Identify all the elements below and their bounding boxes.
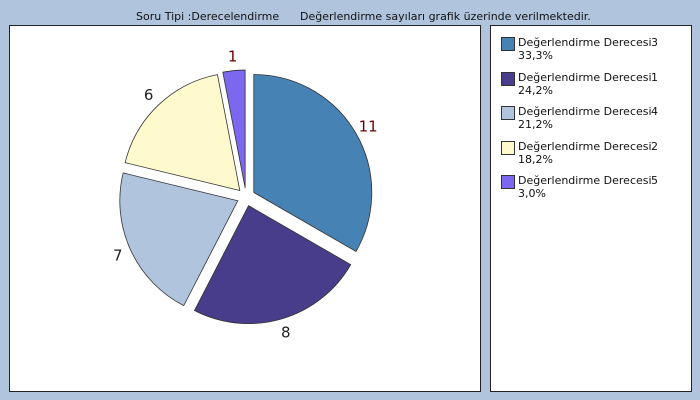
legend-degree: 5 [651,174,658,187]
pie-slice-degree-5 [222,69,246,189]
pie-slice-degree-3 [253,74,373,253]
legend-percent: 24,2% [518,83,553,97]
pie-slice-degree-2 [124,74,241,192]
slice-value-label: 6 [144,86,154,104]
chart-note: Değerlendirme sayıları grafik üzerinde v… [300,10,591,23]
question-type-label: Soru Tipi :Derecelendirme [136,10,280,23]
legend-label: Değerlendirme Derecesi [518,174,652,187]
legend-swatch [501,140,515,155]
legend-label: Değerlendirme Derecesi [518,139,652,153]
legend-percent: 33,3% [518,49,553,62]
legend-item: Değerlendirme Derecesi 1 24,2% [501,71,691,106]
slice-value-label: 1 [228,48,238,66]
legend-degree: 1 [651,70,658,84]
legend-item: Değerlendirme Derecesi 4 21,2% [501,105,691,140]
legend-degree: 3 [651,36,658,49]
legend-degree: 4 [651,105,658,118]
legend-percent: 3,0% [518,187,546,200]
chart-legend: Değerlendirme Derecesi 3 33,3% Değerlend… [490,25,692,392]
legend-percent: 18,2% [518,152,553,166]
legend-label: Değerlendirme Derecesi [518,70,652,84]
legend-swatch [501,106,515,120]
pie-chart: 11 8 7 6 1 [113,48,378,342]
slice-value-label: 7 [113,247,123,265]
legend-percent: 21,2% [518,118,553,131]
pie-slice-degree-4 [119,172,239,307]
legend-swatch [501,37,515,51]
legend-swatch [501,71,515,86]
pie-slice-degree-1 [193,205,352,325]
slice-value-label: 11 [359,118,378,136]
legend-label: Değerlendirme Derecesi [518,36,652,49]
legend-label: Değerlendirme Derecesi [518,105,652,118]
legend-item: Değerlendirme Derecesi 5 3,0% [501,174,691,209]
legend-swatch [501,175,515,189]
legend-item: Değerlendirme Derecesi 2 18,2% [501,140,691,175]
legend-item: Değerlendirme Derecesi 3 33,3% [501,36,691,71]
pie-chart-panel: 11 8 7 6 1 [9,25,481,392]
slice-value-label: 8 [281,323,291,341]
legend-degree: 2 [651,139,658,153]
